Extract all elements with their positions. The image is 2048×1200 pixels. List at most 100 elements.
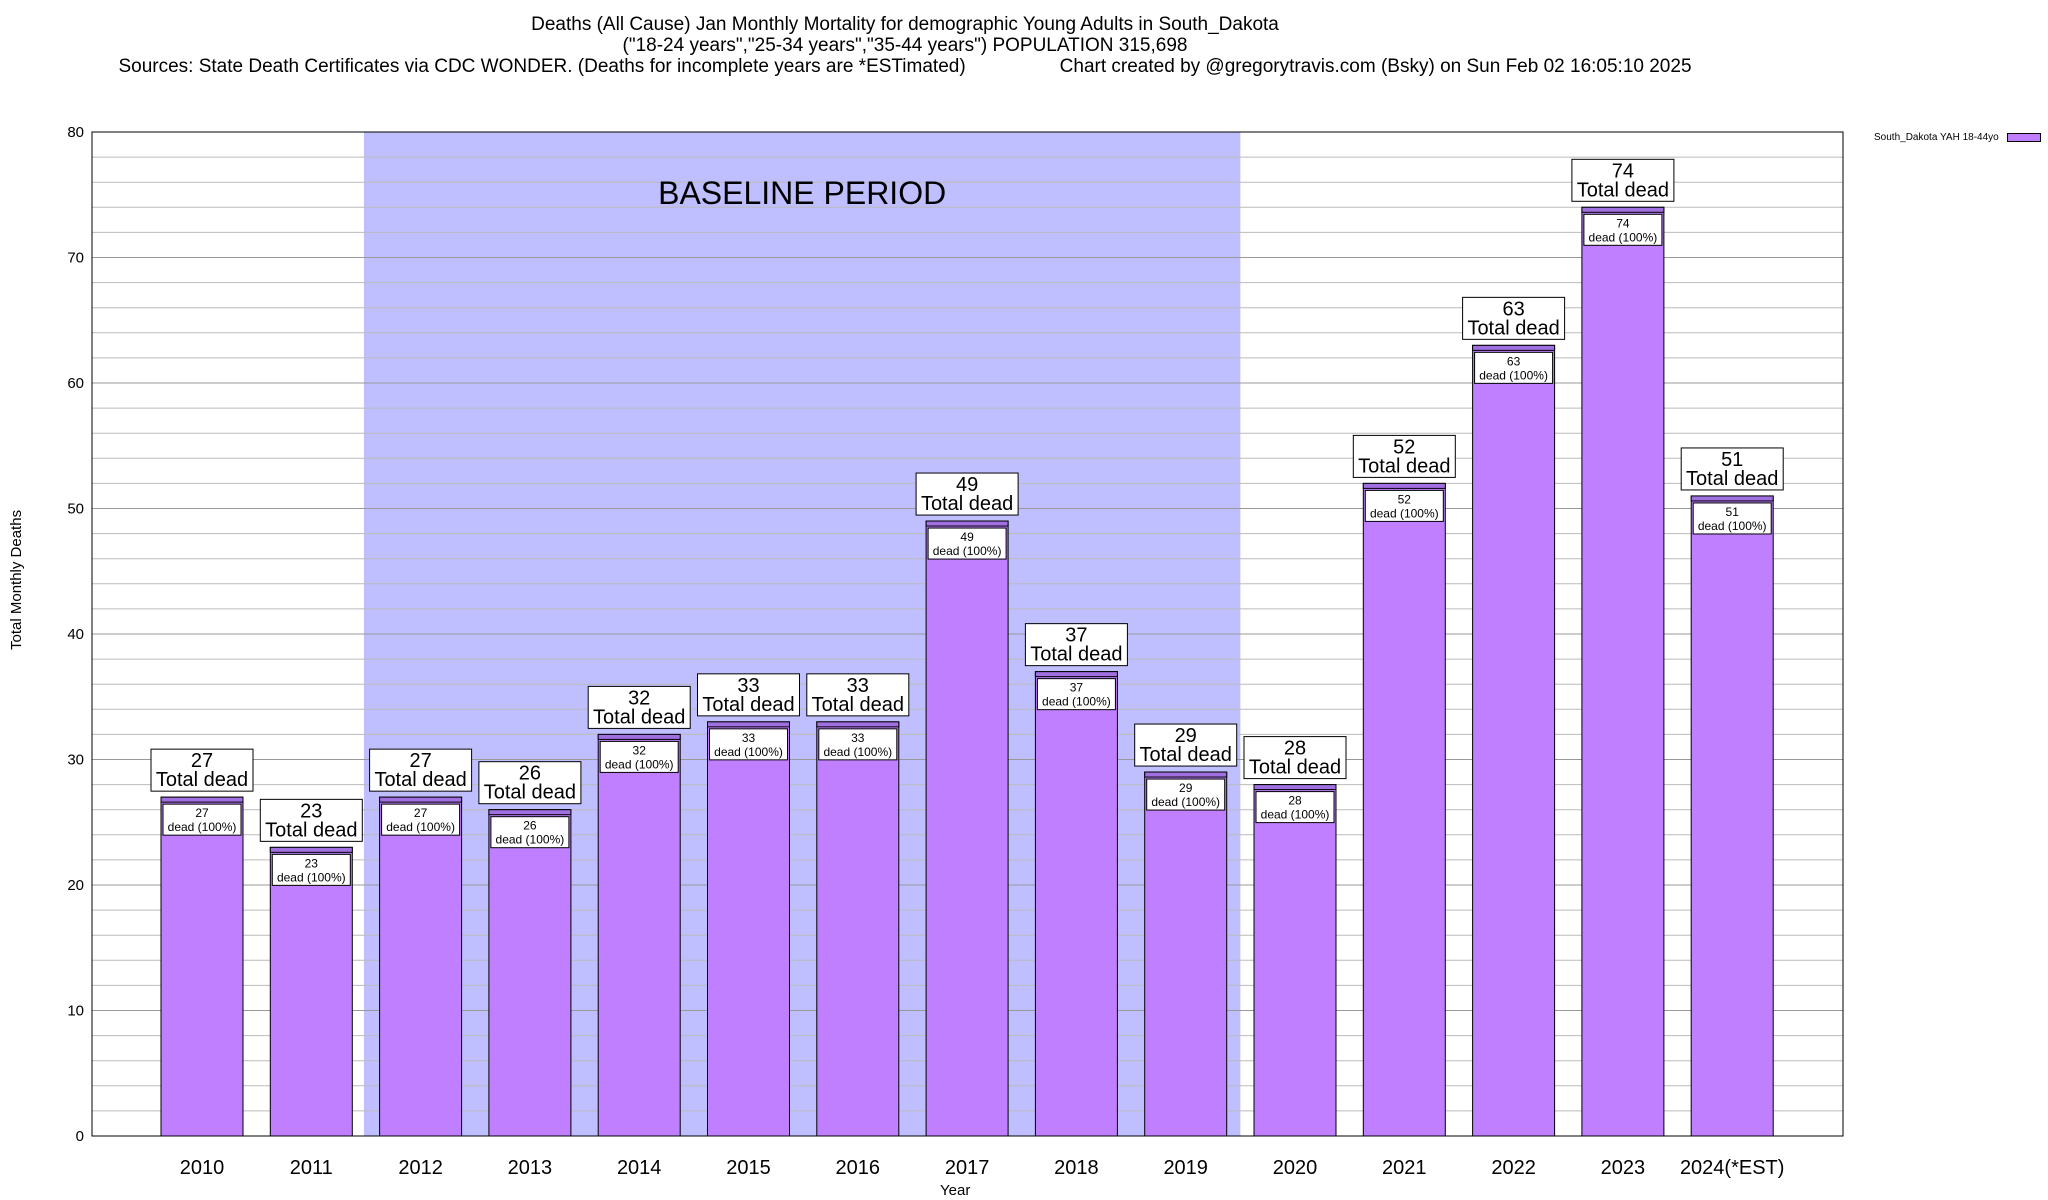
- total-label-box: [1680, 447, 1784, 491]
- total-dead-label: Total dead: [374, 769, 466, 791]
- inner-dead-label: dead (100%): [714, 745, 783, 759]
- total-value-label: 51: [1721, 449, 1743, 471]
- bar: [925, 520, 1009, 1137]
- total-value-label: 23: [300, 800, 322, 822]
- total-label-box: [1243, 736, 1347, 780]
- x-tick-label: 2010: [180, 1157, 225, 1179]
- inner-dead-label: dead (100%): [605, 757, 674, 771]
- bar-top-segment: [160, 796, 244, 803]
- total-value-label: 33: [737, 675, 759, 697]
- bar-top-segment: [1144, 771, 1228, 778]
- bar: [1581, 206, 1665, 1137]
- inner-dead-label: dead (100%): [277, 870, 346, 884]
- inner-label-box: [1255, 791, 1335, 824]
- bar-top-segment: [1581, 206, 1665, 213]
- bar-top-segment: [1690, 495, 1774, 502]
- total-dead-label: Total dead: [156, 769, 248, 791]
- bar: [816, 721, 900, 1137]
- inner-value-label: 32: [633, 743, 647, 757]
- inner-label-box: [927, 527, 1007, 560]
- chart-title-block: Deaths (All Cause) Jan Monthly Mortality…: [0, 14, 1810, 77]
- legend-label: South_Dakota YAH 18-44yo: [1874, 132, 1999, 143]
- total-label-box: [478, 761, 582, 805]
- inner-label-box: [1583, 213, 1663, 246]
- total-value-label: 33: [847, 675, 869, 697]
- y-tick-label: 60: [67, 375, 84, 392]
- inner-label-box: [162, 803, 242, 836]
- y-tick-label: 30: [67, 752, 84, 769]
- inner-dead-label: dead (100%): [168, 820, 237, 834]
- total-dead-label: Total dead: [1577, 179, 1669, 201]
- inner-dead-label: dead (100%): [1589, 230, 1658, 244]
- inner-value-label: 27: [414, 806, 428, 820]
- bar-top-segment: [597, 733, 681, 740]
- total-dead-label: Total dead: [921, 493, 1013, 515]
- y-tick-label: 40: [67, 626, 84, 643]
- total-label-box: [1352, 434, 1456, 478]
- bar: [1034, 671, 1118, 1137]
- bar-top-segment: [816, 721, 900, 728]
- inner-label-box: [1364, 489, 1444, 522]
- bar: [488, 809, 572, 1137]
- inner-dead-label: dead (100%): [933, 544, 1002, 558]
- inner-dead-label: dead (100%): [1698, 519, 1767, 533]
- inner-dead-label: dead (100%): [1151, 795, 1220, 809]
- bar-top-segment: [925, 520, 1009, 527]
- inner-value-label: 26: [523, 819, 537, 833]
- inner-value-label: 33: [851, 731, 865, 745]
- total-label-box: [1134, 723, 1238, 767]
- x-tick-label: 2017: [945, 1157, 990, 1179]
- plot-border: [91, 131, 1844, 1137]
- inner-value-label: 29: [1179, 781, 1193, 795]
- inner-value-label: 37: [1070, 681, 1084, 695]
- total-value-label: 26: [519, 763, 541, 785]
- total-dead-label: Total dead: [1140, 744, 1232, 766]
- total-dead-label: Total dead: [484, 782, 576, 804]
- total-label-box: [1462, 296, 1566, 340]
- total-value-label: 37: [1065, 625, 1087, 647]
- baseline-label: BASELINE PERIOD: [658, 175, 946, 211]
- x-tick-label: 2014: [617, 1157, 662, 1179]
- total-label-box: [697, 673, 800, 717]
- bar-top-segment: [269, 846, 353, 853]
- total-dead-label: Total dead: [1686, 468, 1778, 490]
- y-tick-label: 20: [67, 877, 84, 894]
- total-value-label: 27: [191, 750, 213, 772]
- x-tick-label: 2015: [726, 1157, 771, 1179]
- x-axis-label: Year: [940, 1182, 971, 1199]
- total-value-label: 29: [1175, 725, 1197, 747]
- total-value-label: 74: [1612, 160, 1634, 182]
- bar-top-segment: [1253, 784, 1337, 791]
- inner-value-label: 49: [960, 530, 974, 544]
- total-value-label: 27: [409, 750, 431, 772]
- total-label-box: [587, 685, 691, 729]
- inner-label-box: [818, 728, 898, 761]
- inner-value-label: 52: [1398, 492, 1412, 506]
- inner-dead-label: dead (100%): [823, 745, 892, 759]
- x-tick-label: 2021: [1382, 1157, 1427, 1179]
- total-value-label: 49: [956, 474, 978, 496]
- total-value-label: 32: [628, 687, 650, 709]
- x-tick-label: 2018: [1054, 1157, 1099, 1179]
- inner-dead-label: dead (100%): [1479, 368, 1548, 382]
- y-tick-label: 70: [67, 250, 84, 267]
- total-dead-label: Total dead: [1358, 455, 1450, 477]
- inner-dead-label: dead (100%): [496, 833, 565, 847]
- inner-label-box: [1146, 778, 1226, 811]
- total-value-label: 52: [1393, 436, 1415, 458]
- total-label-box: [150, 748, 254, 792]
- x-tick-label: 2022: [1491, 1157, 1536, 1179]
- total-dead-label: Total dead: [812, 694, 904, 716]
- bar-top-segment: [379, 796, 463, 803]
- total-label-box: [806, 673, 910, 717]
- x-tick-label: 2012: [398, 1157, 443, 1179]
- legend: South_Dakota YAH 18-44yo: [1874, 132, 2041, 143]
- inner-label-box: [599, 740, 679, 773]
- inner-label-box: [490, 816, 570, 849]
- bar: [379, 796, 463, 1137]
- inner-value-label: 63: [1507, 354, 1521, 368]
- total-value-label: 28: [1284, 738, 1306, 760]
- x-tick-label: 2016: [836, 1157, 881, 1179]
- chart-subtitle: ("18-24 years","25-34 years","35-44 year…: [622, 35, 1188, 56]
- total-value-label: 63: [1502, 298, 1524, 320]
